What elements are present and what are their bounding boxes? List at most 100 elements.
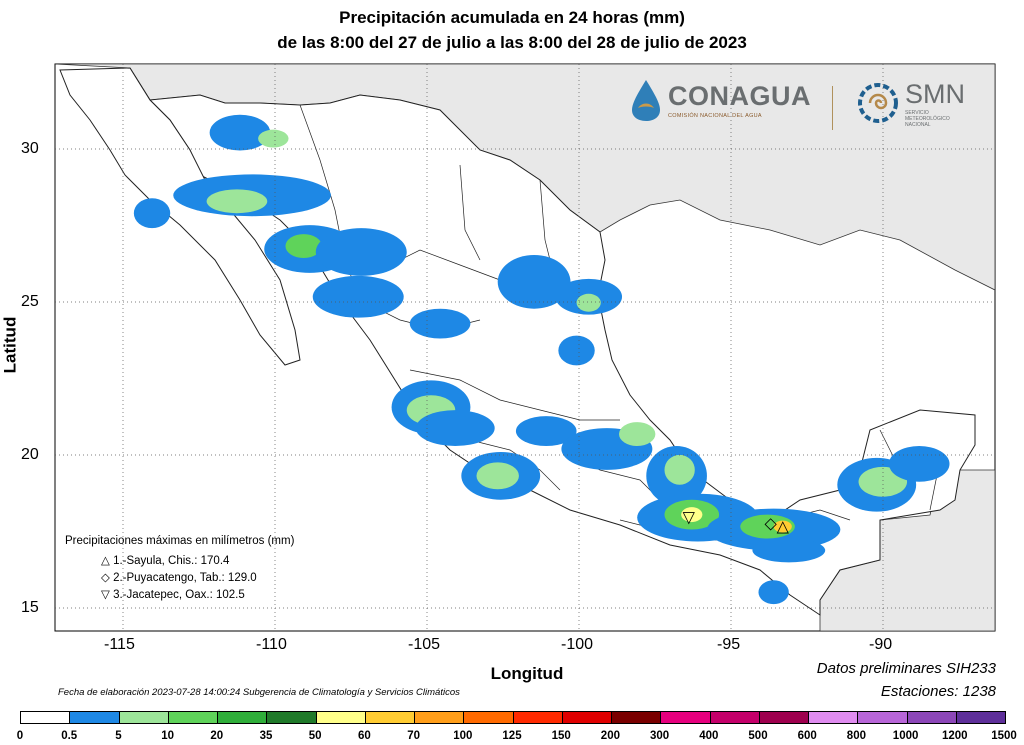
colorbar-label: 70 xyxy=(407,730,420,742)
x-tick: -95 xyxy=(717,636,741,653)
colorbar-swatch xyxy=(218,712,268,723)
precip-area xyxy=(133,198,171,229)
colorbar-label: 600 xyxy=(797,730,817,742)
precipitation-areas xyxy=(133,114,950,605)
conagua-logo: CONAGUA COMISIÓN NACIONAL DEL AGUA xyxy=(628,78,811,122)
colorbar-label: 125 xyxy=(502,730,522,742)
precip-area xyxy=(740,514,795,539)
conagua-sub: COMISIÓN NACIONAL DEL AGUA xyxy=(668,113,762,119)
y-tick: 25 xyxy=(21,293,39,310)
colorbar-swatch xyxy=(316,712,366,723)
colorbar-swatch xyxy=(70,712,120,723)
colorbar-swatch xyxy=(415,712,465,723)
smn-sub-3: NACIONAL xyxy=(905,121,931,128)
colorbar-swatch xyxy=(513,712,563,723)
colorbar-label: 200 xyxy=(600,730,620,742)
precip-area xyxy=(497,254,571,309)
map-title: Precipitación acumulada en 24 horas (mm) xyxy=(339,8,685,27)
precip-area xyxy=(752,538,826,563)
smn-sub-1: SERVICIO xyxy=(905,109,929,116)
conagua-name: CONAGUA xyxy=(668,81,811,111)
colorbar-label: 1200 xyxy=(942,730,968,742)
maxima-legend: Precipitaciones máximas en milímetros (m… xyxy=(65,535,294,604)
smn-spiral-icon xyxy=(858,83,898,123)
colorbar-label: 800 xyxy=(846,730,866,742)
colorbar-label: 35 xyxy=(259,730,273,742)
colorbar xyxy=(20,711,1006,724)
precip-area xyxy=(681,507,703,523)
baja-california xyxy=(59,67,301,366)
maxima-legend-item: △ 1.-Sayula, Chis.: 170.4 xyxy=(101,553,294,570)
colorbar-label: 500 xyxy=(748,730,768,742)
maxima-marker: ▽ xyxy=(683,508,696,527)
precip-area xyxy=(209,114,271,151)
logo-separator xyxy=(832,86,833,130)
estaciones-note: Estaciones: 1238 xyxy=(880,683,996,700)
precip-area xyxy=(888,445,950,482)
precip-area xyxy=(758,580,789,605)
colorbar-swatch xyxy=(809,712,859,723)
colorbar-swatch xyxy=(119,712,169,723)
maxima-legend-text: 1.-Sayula, Chis.: 170.4 xyxy=(113,555,230,567)
colorbar-label: 1500 xyxy=(991,730,1017,742)
colorbar-label: 20 xyxy=(210,730,224,742)
mexico-mainland xyxy=(129,67,976,616)
colorbar-label: 1000 xyxy=(892,730,919,742)
grid xyxy=(55,64,995,631)
colorbar-label: 0.5 xyxy=(61,730,78,742)
smn-logo: SMN SERVICIO METEOROLÓGICO NACIONAL xyxy=(855,78,965,128)
colorbar-label: 50 xyxy=(308,730,322,742)
conagua-drop-icon xyxy=(632,80,660,121)
colorbar-label: 5 xyxy=(115,730,122,742)
precip-area xyxy=(476,462,519,490)
maxima-legend-title: Precipitaciones máximas en milímetros (m… xyxy=(65,535,295,547)
y-tick: 15 xyxy=(21,599,39,616)
colorbar-swatch xyxy=(858,712,908,723)
colorbar-label: 0 xyxy=(16,730,24,742)
maxima-legend-text: 3.-Jacatepec, Oax.: 102.5 xyxy=(113,589,245,601)
y-axis-label: Latitud xyxy=(0,316,20,374)
fecha-elaboracion: Fecha de elaboración 2023-07-28 14:00:24… xyxy=(58,687,460,698)
precip-area xyxy=(315,228,407,276)
datos-note: Datos preliminares SIH233 xyxy=(816,660,996,677)
colorbar-label: 100 xyxy=(453,730,473,742)
precip-area xyxy=(558,335,595,366)
colorbar-label: 10 xyxy=(161,730,174,742)
colorbar-swatch xyxy=(464,712,514,723)
precip-area xyxy=(619,422,656,446)
colorbar-swatch xyxy=(267,712,317,723)
precip-area xyxy=(206,189,268,214)
x-axis-label: Longitud xyxy=(490,664,564,683)
precip-area xyxy=(258,129,289,148)
x-tick: -100 xyxy=(561,636,594,653)
colorbar-label: 400 xyxy=(699,730,719,742)
precip-area xyxy=(576,293,601,312)
precip-area xyxy=(664,454,695,485)
x-tick: -90 xyxy=(869,636,893,653)
precip-area xyxy=(415,410,495,446)
colorbar-swatch xyxy=(168,712,218,723)
colorbar-swatch xyxy=(562,712,612,723)
smn-sub-2: METEOROLÓGICO xyxy=(905,115,950,122)
colorbar-label: 60 xyxy=(357,730,371,742)
y-tick: 20 xyxy=(21,446,39,463)
x-tick: -105 xyxy=(408,636,441,653)
triangle-up-icon: △ xyxy=(101,555,110,567)
precip-area xyxy=(312,275,404,318)
y-tick: 30 xyxy=(21,140,39,157)
colorbar-swatch xyxy=(21,712,71,723)
colorbar-swatch xyxy=(612,712,662,723)
maxima-markers: △◇ ▽ xyxy=(683,508,790,536)
colorbar-swatch xyxy=(956,712,1005,723)
maxima-marker: △ xyxy=(777,517,790,536)
colorbar-swatch xyxy=(907,712,957,723)
colorbar-swatch xyxy=(365,712,415,723)
maxima-legend-item: ◇ 2.-Puyacatengo, Tab.: 129.0 xyxy=(101,570,294,587)
precip-area xyxy=(773,520,792,533)
colorbar-swatch xyxy=(661,712,711,723)
smn-name: SMN xyxy=(905,78,965,109)
colorbar-swatch xyxy=(710,712,760,723)
maxima-legend-text: 2.-Puyacatengo, Tab.: 129.0 xyxy=(113,572,257,584)
x-tick: -115 xyxy=(104,636,135,653)
